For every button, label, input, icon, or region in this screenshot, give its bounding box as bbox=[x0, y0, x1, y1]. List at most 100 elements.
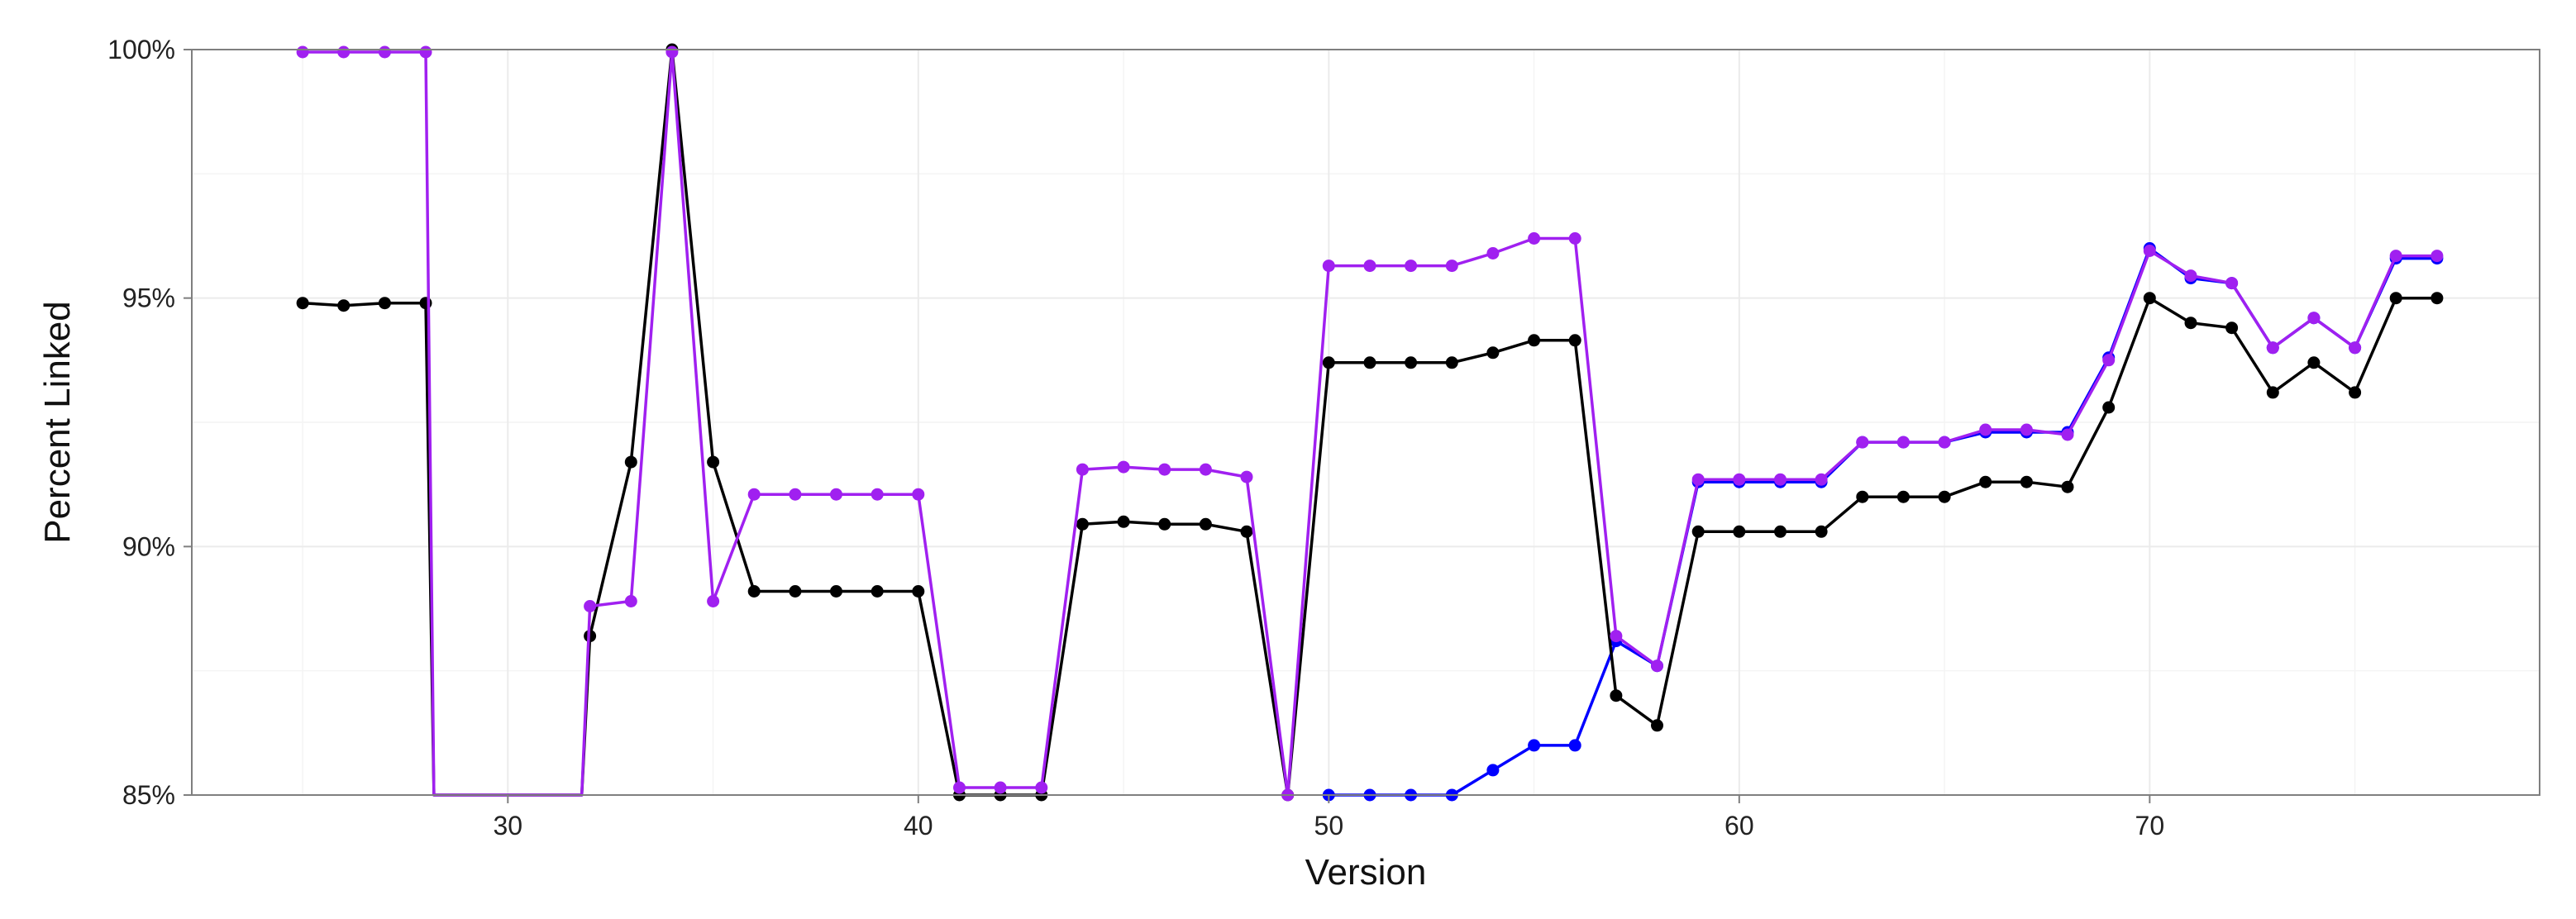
data-point bbox=[1815, 473, 1828, 486]
data-point bbox=[2349, 341, 2362, 355]
data-point bbox=[1240, 470, 1253, 483]
data-point bbox=[1856, 490, 1869, 503]
data-point bbox=[1076, 463, 1089, 476]
data-point bbox=[1568, 739, 1581, 752]
data-point bbox=[1528, 739, 1541, 752]
data-point bbox=[2307, 356, 2321, 369]
data-point bbox=[1117, 460, 1130, 474]
data-point bbox=[2307, 312, 2321, 325]
data-point bbox=[1610, 630, 1623, 643]
y-axis-title: Percent Linked bbox=[37, 301, 78, 544]
data-point bbox=[2225, 321, 2239, 335]
data-point bbox=[1117, 515, 1130, 528]
data-point bbox=[624, 595, 637, 607]
data-point bbox=[1651, 719, 1663, 732]
data-point bbox=[2102, 354, 2116, 367]
series-line bbox=[302, 48, 2437, 797]
y-tick-label: 85% bbox=[122, 780, 175, 810]
data-point bbox=[296, 297, 309, 310]
data-point bbox=[871, 488, 884, 501]
data-point bbox=[1938, 436, 1951, 449]
data-point bbox=[2143, 292, 2156, 305]
grid-lines bbox=[192, 49, 2540, 796]
data-point bbox=[2020, 475, 2033, 488]
data-point bbox=[2349, 386, 2362, 399]
series-2 bbox=[296, 43, 2444, 802]
data-point bbox=[1610, 689, 1623, 702]
data-point bbox=[1158, 517, 1171, 531]
series-line bbox=[1329, 246, 2437, 797]
x-axis-title: Version bbox=[1305, 852, 1427, 893]
data-point bbox=[296, 45, 309, 59]
series-1 bbox=[1322, 242, 2444, 802]
data-point bbox=[1733, 525, 1746, 538]
series-layer bbox=[296, 43, 2444, 802]
data-point bbox=[1445, 260, 1458, 273]
series-3 bbox=[296, 45, 2444, 802]
data-point bbox=[912, 488, 925, 501]
data-point bbox=[871, 585, 884, 598]
data-point bbox=[1405, 260, 1418, 273]
data-point bbox=[1486, 247, 1500, 260]
data-point bbox=[789, 585, 802, 598]
data-point bbox=[1158, 463, 1171, 476]
x-axis: 30 40 50 60 70 bbox=[494, 795, 2165, 840]
data-point bbox=[2143, 245, 2156, 257]
data-point bbox=[1938, 490, 1951, 503]
data-point bbox=[707, 455, 720, 469]
data-point bbox=[1322, 260, 1335, 273]
data-point bbox=[2431, 250, 2444, 263]
data-point bbox=[789, 488, 802, 501]
data-point bbox=[747, 585, 761, 598]
data-point bbox=[707, 595, 720, 607]
data-point bbox=[2061, 480, 2074, 493]
data-point bbox=[2266, 386, 2279, 399]
x-tick-label: 70 bbox=[2135, 811, 2165, 840]
data-point bbox=[830, 585, 842, 598]
data-point bbox=[1445, 356, 1458, 369]
data-point bbox=[830, 488, 842, 501]
data-point bbox=[1528, 232, 1541, 245]
data-point bbox=[912, 585, 925, 598]
x-tick-label: 50 bbox=[1314, 811, 1344, 840]
series-line bbox=[303, 50, 2437, 797]
data-point bbox=[1199, 463, 1212, 476]
data-point bbox=[2389, 250, 2402, 263]
data-point bbox=[1568, 232, 1581, 245]
data-point bbox=[1363, 260, 1376, 273]
data-point bbox=[1486, 346, 1500, 360]
data-point bbox=[337, 45, 351, 59]
data-point bbox=[1076, 517, 1089, 531]
data-point bbox=[1363, 356, 1376, 369]
data-point bbox=[1979, 423, 1992, 436]
data-point bbox=[378, 297, 391, 310]
data-point bbox=[419, 45, 432, 59]
data-point bbox=[419, 297, 432, 310]
data-point bbox=[1896, 436, 1910, 449]
data-point bbox=[378, 45, 391, 59]
data-point bbox=[2061, 428, 2074, 441]
y-axis: 85% 90% 95% 100% bbox=[107, 35, 192, 810]
data-point bbox=[953, 781, 966, 794]
data-point bbox=[1856, 436, 1869, 449]
data-point bbox=[994, 781, 1007, 794]
data-point bbox=[1322, 356, 1335, 369]
plot-panel-border bbox=[191, 49, 2540, 796]
y-tick-label: 100% bbox=[107, 35, 175, 64]
data-point bbox=[584, 600, 597, 612]
data-point bbox=[2184, 317, 2197, 330]
data-point bbox=[1979, 475, 1992, 488]
data-point bbox=[1240, 525, 1253, 538]
data-point bbox=[1691, 525, 1705, 538]
data-point bbox=[1774, 525, 1787, 538]
data-point bbox=[1568, 334, 1581, 347]
data-point bbox=[1815, 525, 1828, 538]
data-point bbox=[1405, 356, 1418, 369]
data-point bbox=[1035, 781, 1048, 794]
data-point bbox=[2389, 292, 2402, 305]
data-point bbox=[1486, 764, 1500, 777]
data-point bbox=[1896, 490, 1910, 503]
data-point bbox=[1691, 473, 1705, 486]
data-point bbox=[2184, 269, 2197, 283]
